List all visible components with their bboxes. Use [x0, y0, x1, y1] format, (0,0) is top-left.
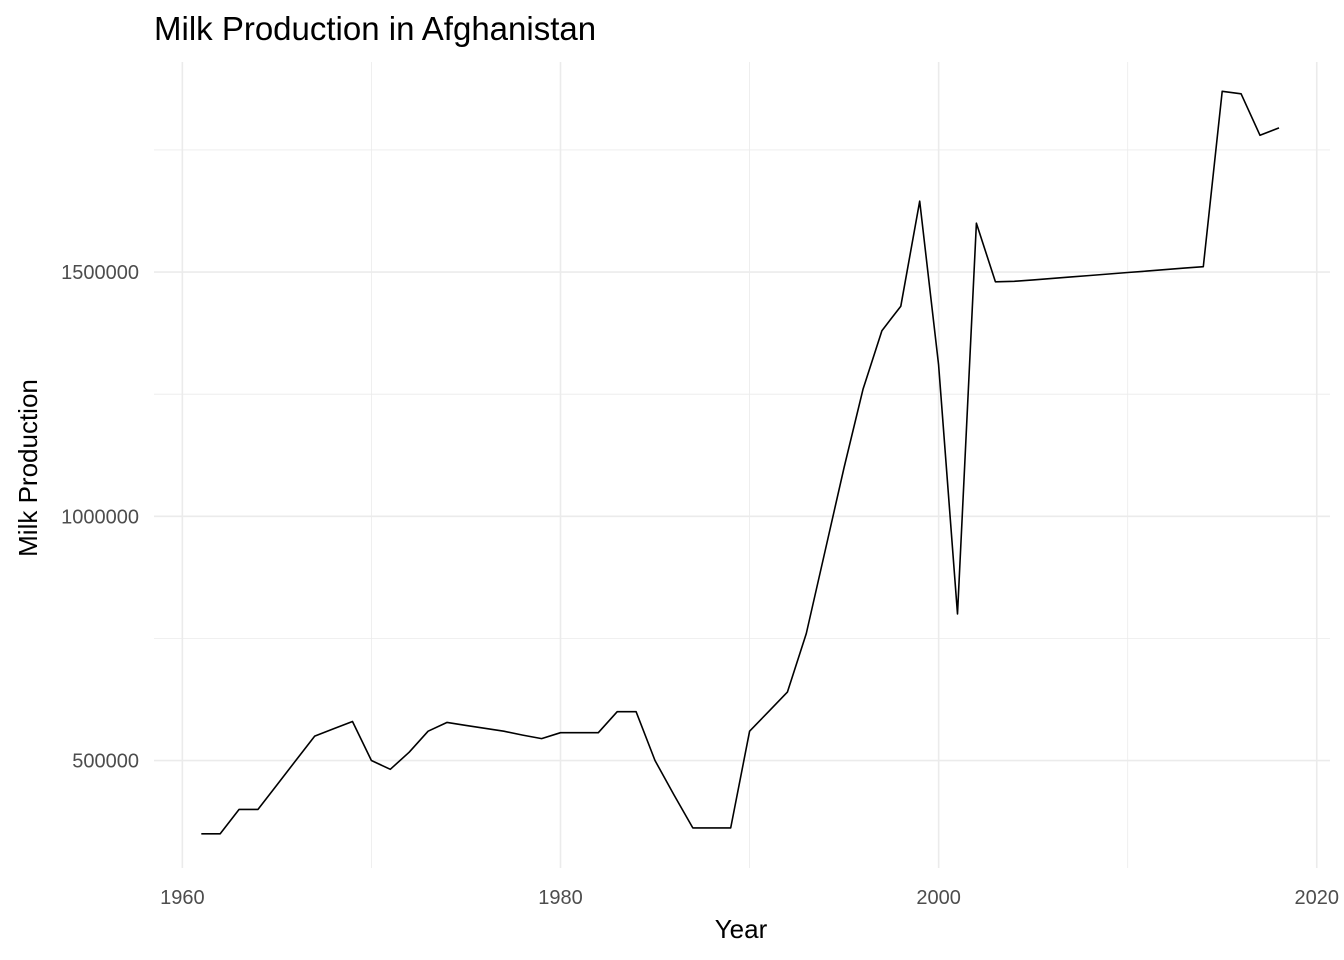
- minor-gridlines: [154, 62, 1330, 868]
- x-tick-label: 2020: [1295, 887, 1340, 909]
- series-layer: [201, 90, 1280, 835]
- chart-title: Milk Production in Afghanistan: [154, 10, 597, 47]
- x-tick-labels: 1960 1980 2000 2020: [160, 887, 1339, 909]
- y-axis-title: Milk Production: [13, 379, 43, 557]
- major-gridlines: [154, 62, 1330, 868]
- y-tick-labels: 500000 1000000 1500000: [61, 262, 139, 772]
- x-tick-label: 1960: [160, 887, 205, 909]
- series-line: [201, 90, 1280, 835]
- x-tick-label: 1980: [538, 887, 583, 909]
- y-tick-label: 500000: [72, 751, 139, 773]
- x-axis-title: Year: [715, 914, 768, 944]
- y-tick-label: 1000000: [61, 506, 139, 528]
- y-tick-label: 1500000: [61, 262, 139, 284]
- x-tick-label: 2000: [916, 887, 961, 909]
